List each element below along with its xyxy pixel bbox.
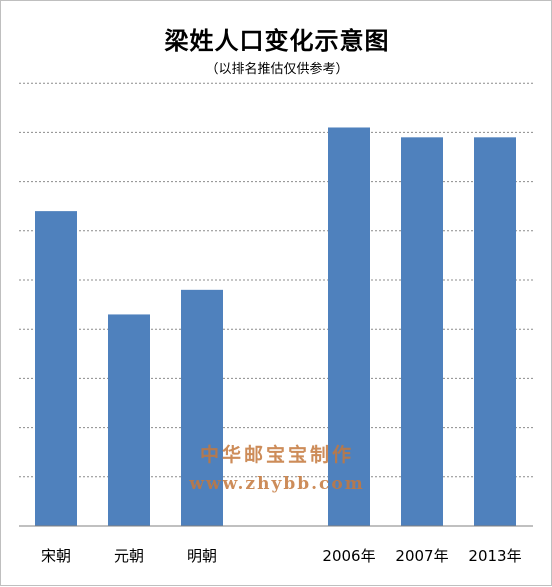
x-tick-label: 元朝 bbox=[114, 547, 144, 565]
bar bbox=[35, 211, 77, 526]
bar bbox=[108, 314, 150, 526]
chart-subtitle: （以排名推估仅供参考） bbox=[205, 62, 349, 77]
bar bbox=[401, 137, 443, 526]
x-tick-label: 宋朝 bbox=[41, 547, 71, 565]
chart-title: 梁姓人口变化示意图 bbox=[164, 26, 390, 55]
bar bbox=[328, 127, 370, 526]
x-tick-label: 2013年 bbox=[468, 547, 521, 565]
x-tick-label: 明朝 bbox=[187, 547, 217, 565]
bars bbox=[35, 127, 516, 526]
gridlines bbox=[19, 82, 533, 478]
x-tick-label: 2007年 bbox=[395, 547, 448, 565]
bar bbox=[474, 137, 516, 526]
bar bbox=[181, 289, 223, 526]
x-tick-labels: 宋朝 元朝 明朝 2006年 2007年 2013年 bbox=[41, 547, 522, 565]
x-tick-label: 2006年 bbox=[322, 547, 375, 565]
